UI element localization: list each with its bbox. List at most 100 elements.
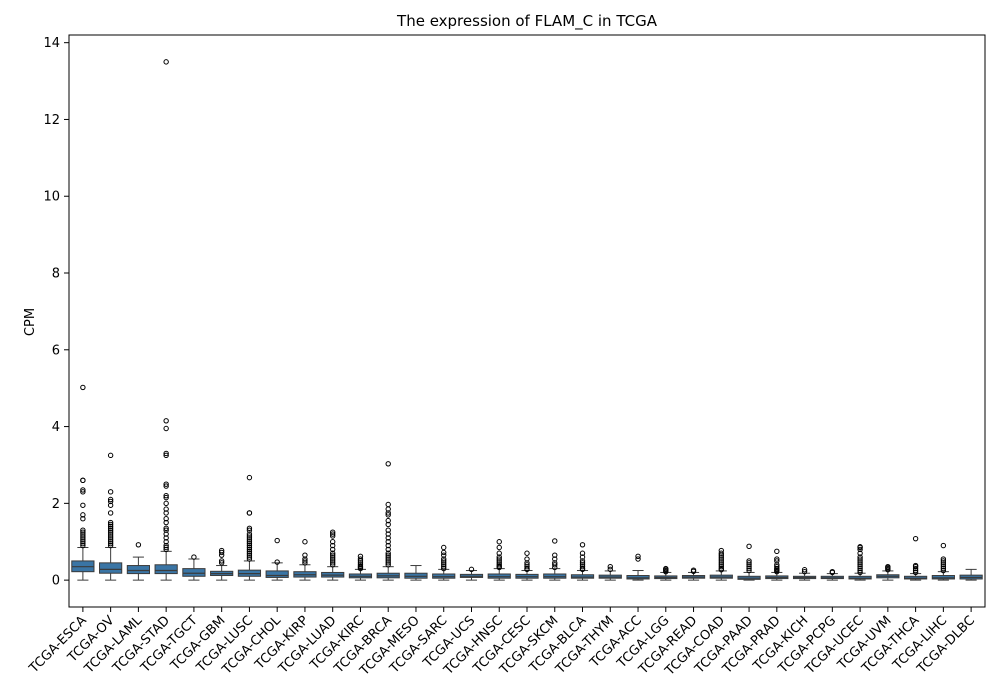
outlier-point (552, 560, 558, 566)
outlier-point (246, 539, 253, 545)
y-tick-label: 6 (52, 343, 60, 358)
box-tcga-pcpg (820, 568, 844, 581)
outlier-point (579, 565, 586, 572)
outlier-point (135, 542, 142, 548)
outlier-point (163, 506, 169, 512)
outlier-point (857, 554, 863, 560)
plot-area (71, 59, 983, 581)
outlier-point (552, 538, 558, 544)
outlier-point (246, 533, 253, 539)
outlier-point (552, 562, 558, 568)
box-tcga-prad (765, 548, 789, 581)
outlier-point (107, 535, 114, 541)
outlier-point (107, 540, 114, 547)
outlier-point (107, 496, 114, 503)
outlier-point (857, 556, 863, 562)
outlier-point (80, 533, 86, 539)
outlier-point (857, 563, 863, 570)
outlier-point (302, 539, 308, 545)
outlier-point (774, 565, 780, 572)
box-tcga-thca (904, 535, 928, 581)
box-tcga-paad (737, 543, 761, 581)
outlier-point (107, 498, 114, 505)
box-iqr (154, 564, 178, 575)
outlier-point (357, 560, 364, 566)
outlier-point (357, 553, 364, 560)
outlier-point (441, 544, 447, 551)
outlier-point (246, 540, 253, 547)
outlier-point (246, 510, 253, 516)
outlier-point (746, 560, 752, 566)
outlier-point (107, 525, 114, 532)
outlier-point (385, 550, 391, 556)
outlier-point (246, 546, 253, 553)
outlier-point (163, 510, 169, 516)
outlier-point (607, 563, 613, 570)
outlier-point (496, 554, 502, 560)
outlier-point (246, 542, 253, 549)
outlier-point (857, 558, 863, 564)
outlier-point (912, 565, 919, 572)
box-tcga-read (681, 567, 706, 581)
box-tcga-skcm (543, 538, 567, 581)
box-tcga-lihc (931, 542, 955, 581)
box-iqr (99, 562, 123, 574)
y-tick-label: 8 (52, 267, 60, 282)
outlier-point (107, 521, 114, 528)
outlier-point (107, 502, 114, 508)
y-tick-label: 10 (43, 190, 60, 205)
outlier-point (80, 502, 86, 508)
box-tcga-thym (598, 563, 622, 581)
outlier-point (441, 562, 447, 568)
box-tcga-hnsc (487, 539, 511, 581)
outlier-point (163, 519, 169, 526)
outlier-point (107, 542, 114, 549)
outlier-point (746, 567, 752, 574)
outlier-point (857, 544, 863, 550)
outlier-point (246, 556, 253, 562)
outlier-point (496, 544, 502, 551)
outlier-point (274, 537, 280, 544)
outlier-point (329, 558, 336, 564)
outlier-point (441, 556, 447, 562)
outlier-point (385, 461, 391, 467)
outlier-point (163, 531, 169, 537)
outlier-point (524, 563, 530, 570)
outlier-point (80, 531, 86, 537)
outlier-point (385, 501, 391, 508)
box-tcga-ucs (459, 566, 484, 581)
outlier-point (579, 550, 586, 556)
outlier-point (912, 535, 919, 542)
plot-frame (68, 34, 986, 608)
outlier-point (385, 562, 391, 568)
outlier-point (857, 562, 863, 568)
outlier-point (801, 568, 808, 575)
outlier-point (385, 558, 391, 564)
outlier-point (80, 384, 86, 391)
outlier-point (246, 550, 253, 556)
outlier-point (329, 546, 336, 553)
outlier-point (163, 525, 169, 532)
outlier-point (857, 565, 863, 572)
outlier-point (940, 556, 947, 562)
outlier-point (163, 483, 169, 489)
outlier-point (246, 544, 253, 551)
outlier-point (718, 563, 725, 570)
outlier-point (385, 527, 391, 533)
outlier-point (524, 550, 530, 556)
outlier-point (441, 552, 447, 558)
box-iqr (182, 568, 206, 577)
outlier-point (385, 510, 391, 516)
outlier-point (579, 560, 586, 566)
outlier-point (80, 537, 86, 543)
box-tcga-luad (321, 529, 345, 581)
outlier-point (579, 542, 586, 548)
box-tcga-kirc (348, 553, 373, 581)
outlier-point (246, 474, 253, 481)
outlier-point (718, 550, 725, 556)
outlier-point (357, 556, 364, 562)
outlier-point (107, 531, 114, 537)
outlier-point (718, 562, 725, 568)
outlier-point (524, 565, 530, 572)
